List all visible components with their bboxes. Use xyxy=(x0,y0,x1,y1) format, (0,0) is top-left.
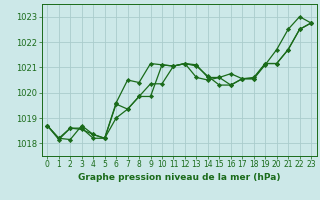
X-axis label: Graphe pression niveau de la mer (hPa): Graphe pression niveau de la mer (hPa) xyxy=(78,173,280,182)
